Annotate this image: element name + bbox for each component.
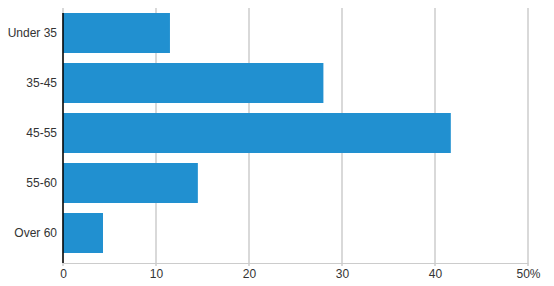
y-tick: 35-45: [26, 76, 63, 90]
x-tick-label: 30: [336, 267, 350, 281]
x-tick-label: 20: [243, 267, 257, 281]
x-tick: 0: [60, 263, 67, 281]
grid: [63, 8, 528, 266]
x-tick: 30: [336, 263, 350, 281]
x-tick: 40: [429, 263, 443, 281]
x-tick: 20: [243, 263, 257, 281]
y-tick: 55-60: [26, 176, 63, 190]
y-tick-label: 55-60: [26, 176, 57, 190]
bar: [63, 113, 451, 153]
y-tick: Over 60: [14, 226, 63, 240]
grid-line: [527, 8, 529, 266]
bar: [63, 13, 170, 53]
y-tick-label: 35-45: [26, 76, 57, 90]
x-tick: 50%: [516, 263, 540, 281]
y-axis: Under 35 35-45 45-55 55-60 Over 60: [8, 13, 63, 263]
bar: [63, 213, 103, 253]
bars: [63, 13, 451, 253]
x-axis: 0 10 20 30 40 50%: [60, 263, 541, 281]
y-tick-label: 45-55: [26, 126, 57, 140]
y-tick-label: Under 35: [8, 26, 58, 40]
x-axis-line: [64, 263, 529, 264]
x-tick-label: 50%: [516, 267, 540, 281]
y-tick: Under 35: [8, 26, 63, 40]
chart: 0 10 20 30 40 50% Under 35 35-45 45-55 55-60 Over …: [0, 0, 554, 286]
x-tick-label: 0: [60, 267, 67, 281]
y-tick-label: Over 60: [14, 226, 57, 240]
x-tick: 10: [150, 263, 164, 281]
x-tick-label: 10: [150, 267, 164, 281]
y-tick: 45-55: [26, 126, 63, 140]
bar: [63, 163, 198, 203]
bar: [63, 63, 323, 103]
y-axis-line: [62, 13, 64, 263]
x-tick-label: 40: [429, 267, 443, 281]
grid-line: [62, 8, 64, 266]
